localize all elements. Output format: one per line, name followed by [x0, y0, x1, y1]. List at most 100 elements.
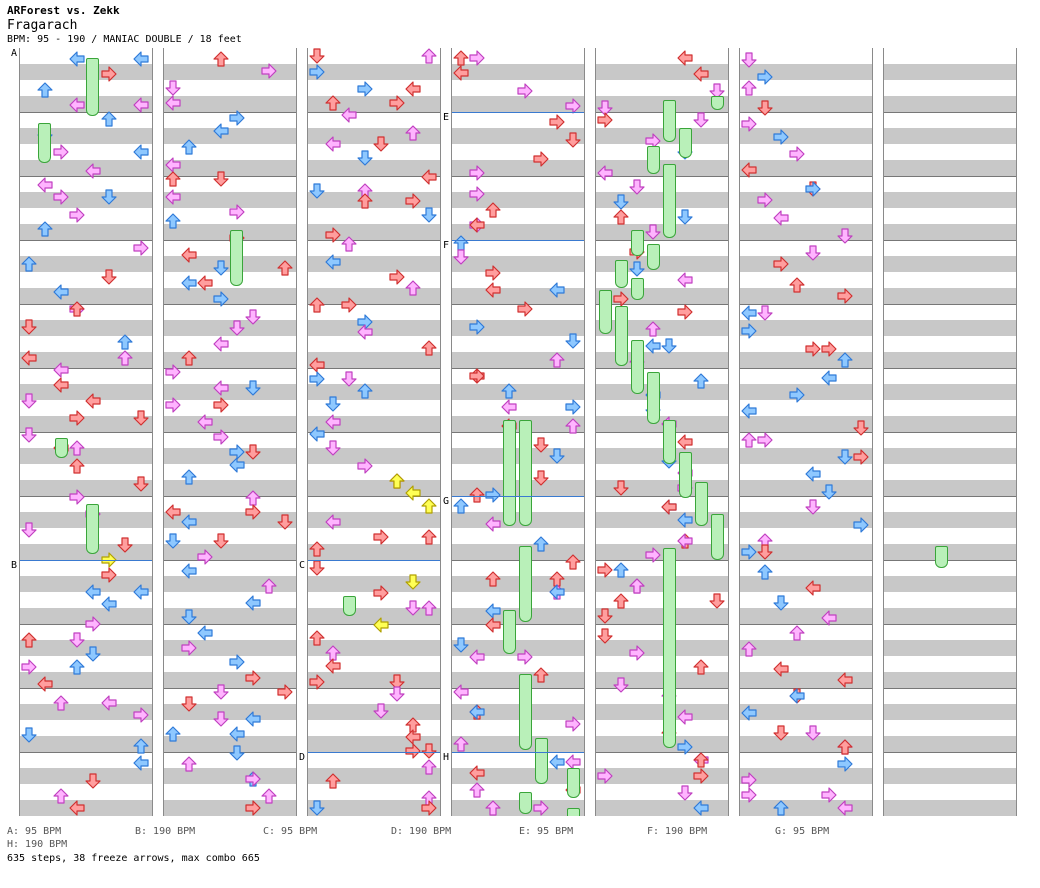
up-arrow-icon	[469, 487, 485, 503]
right-arrow-icon	[101, 66, 117, 82]
freeze-arrow	[519, 674, 532, 750]
beat-stripe	[740, 800, 872, 816]
down-arrow-icon	[389, 686, 405, 702]
left-arrow-icon	[453, 684, 469, 700]
freeze-arrow	[615, 306, 628, 366]
up-arrow-icon	[69, 659, 85, 675]
up-arrow-icon	[501, 383, 517, 399]
freeze-arrow	[663, 420, 676, 464]
left-arrow-icon	[101, 596, 117, 612]
left-arrow-icon	[677, 512, 693, 528]
left-arrow-icon	[741, 403, 757, 419]
beat-stripe	[164, 416, 296, 432]
measure-line	[20, 304, 152, 305]
bpm-change-line	[452, 112, 584, 113]
right-arrow-icon	[309, 64, 325, 80]
up-arrow-icon	[165, 213, 181, 229]
up-arrow-icon	[613, 209, 629, 225]
right-arrow-icon	[69, 410, 85, 426]
up-arrow-icon	[389, 473, 405, 489]
left-arrow-icon	[181, 247, 197, 263]
beat-stripe	[452, 448, 584, 464]
measure-line	[740, 752, 872, 753]
left-arrow-icon	[245, 711, 261, 727]
measure-line	[308, 176, 440, 177]
right-arrow-icon	[165, 364, 181, 380]
down-arrow-icon	[709, 593, 725, 609]
beat-stripe	[308, 288, 440, 304]
right-arrow-icon	[757, 69, 773, 85]
beat-stripe	[308, 160, 440, 176]
section-marker-g: G	[443, 496, 450, 507]
right-arrow-icon	[469, 368, 485, 384]
freeze-arrow	[55, 438, 68, 458]
left-arrow-icon	[677, 50, 693, 66]
down-arrow-icon	[85, 646, 101, 662]
right-arrow-icon	[469, 50, 485, 66]
left-arrow-icon	[85, 393, 101, 409]
up-arrow-icon	[309, 541, 325, 557]
right-arrow-icon	[53, 189, 69, 205]
left-arrow-icon	[597, 165, 613, 181]
down-arrow-icon	[341, 371, 357, 387]
measure-line	[740, 368, 872, 369]
down-arrow-icon	[405, 574, 421, 590]
left-arrow-icon	[181, 514, 197, 530]
measure-line	[740, 624, 872, 625]
left-arrow-icon	[53, 377, 69, 393]
measure-line	[20, 752, 152, 753]
freeze-arrow	[695, 482, 708, 526]
right-arrow-icon	[597, 562, 613, 578]
left-arrow-icon	[485, 603, 501, 619]
measure-line	[452, 688, 584, 689]
left-arrow-icon	[453, 65, 469, 81]
legend-bpm-c: C: 95 BPM	[263, 826, 318, 837]
beat-stripe	[308, 608, 440, 624]
beat-stripe	[164, 512, 296, 528]
measure-line	[164, 624, 296, 625]
measure-line	[164, 496, 296, 497]
right-arrow-icon	[517, 301, 533, 317]
measure-line	[20, 496, 152, 497]
up-arrow-icon	[421, 48, 437, 64]
freeze-arrow	[647, 244, 660, 270]
legend-bpm-h: H: 190 BPM	[7, 839, 68, 850]
beat-stripe	[452, 704, 584, 720]
measure-line	[308, 112, 440, 113]
beat-stripe	[596, 672, 728, 688]
left-arrow-icon	[469, 765, 485, 781]
down-arrow-icon	[613, 480, 629, 496]
beat-stripe	[596, 224, 728, 240]
beat-stripe	[20, 544, 152, 560]
section-marker-b: B	[11, 560, 18, 571]
left-arrow-icon	[677, 709, 693, 725]
down-arrow-icon	[21, 427, 37, 443]
beat-stripe	[20, 608, 152, 624]
beat-stripe	[20, 192, 152, 208]
beat-stripe	[884, 160, 1016, 176]
beat-stripe	[596, 800, 728, 816]
beat-stripe	[20, 480, 152, 496]
beat-stripe	[596, 320, 728, 336]
down-arrow-icon	[373, 703, 389, 719]
measure-line	[596, 304, 728, 305]
right-arrow-icon	[485, 487, 501, 503]
down-arrow-icon	[533, 470, 549, 486]
freeze-arrow	[38, 123, 51, 163]
down-arrow-icon	[629, 261, 645, 277]
measure-line	[452, 304, 584, 305]
beat-stripe	[20, 384, 152, 400]
down-arrow-icon	[245, 444, 261, 460]
right-arrow-icon	[533, 800, 549, 816]
beat-stripe	[884, 448, 1016, 464]
right-arrow-icon	[261, 63, 277, 79]
up-arrow-icon	[837, 739, 853, 755]
legend-bpm-b: B: 190 BPM	[135, 826, 196, 837]
up-arrow-icon	[693, 752, 709, 768]
right-arrow-icon	[741, 116, 757, 132]
up-arrow-icon	[693, 373, 709, 389]
down-arrow-icon	[309, 560, 325, 576]
legend-bpm-g: G: 95 BPM	[775, 826, 830, 837]
beat-stripe	[452, 320, 584, 336]
right-arrow-icon	[245, 670, 261, 686]
